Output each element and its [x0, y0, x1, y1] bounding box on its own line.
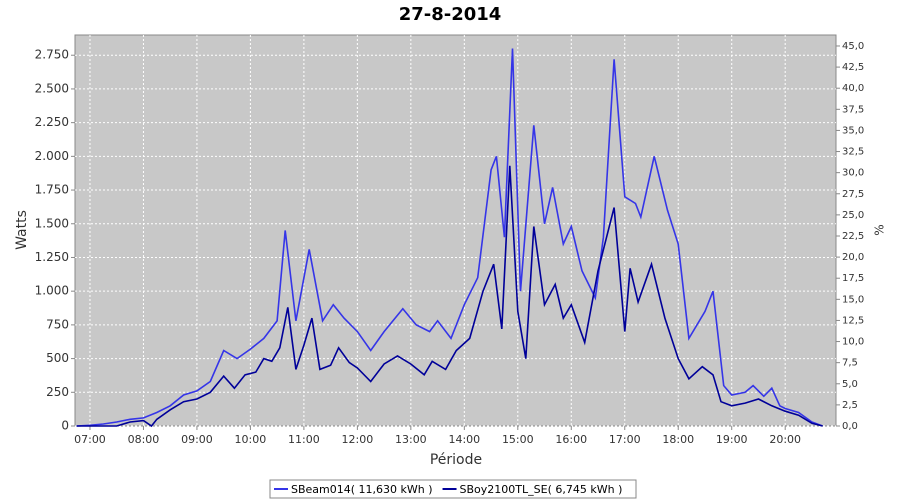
x-axis-label: Période	[430, 452, 482, 468]
y-tick-label: 1.500	[35, 216, 69, 230]
x-tick-label: 11:00	[288, 433, 320, 446]
y2-tick-label: 45,0	[842, 41, 864, 52]
y-tick-label: 2.000	[35, 149, 69, 163]
x-tick-label: 08:00	[128, 433, 160, 446]
legend-label: SBeam014( 11,630 kWh )	[291, 483, 433, 496]
series-line	[76, 48, 823, 427]
x-tick-label: 09:00	[181, 433, 213, 446]
y-tick-label: 2.250	[35, 115, 69, 129]
x-tick-label: 10:00	[235, 433, 267, 446]
y-tick-label: 2.750	[35, 48, 69, 62]
y2-tick-label: 2,5	[842, 400, 858, 411]
y2-tick-label: 32,5	[842, 147, 864, 158]
y2-tick-label: 0,0	[842, 421, 858, 432]
y2-tick-label: 12,5	[842, 315, 864, 326]
x-tick-label: 16:00	[555, 433, 587, 446]
y2-tick-label: 7,5	[842, 358, 858, 369]
x-tick-label: 20:00	[769, 433, 801, 446]
y2-axis-label: %	[873, 224, 887, 235]
y-tick-label: 1.000	[35, 284, 69, 298]
y-tick-label: 750	[46, 317, 69, 331]
y2-tick-label: 15,0	[842, 294, 864, 305]
y-tick-label: 250	[46, 385, 69, 399]
y2-tick-label: 17,5	[842, 273, 864, 284]
x-tick-label: 15:00	[502, 433, 534, 446]
y2-tick-label: 25,0	[842, 210, 864, 221]
x-tick-label: 17:00	[609, 433, 641, 446]
series-line	[76, 165, 823, 428]
y-axis-label: Watts	[14, 210, 30, 250]
x-tick-label: 07:00	[74, 433, 106, 446]
y2-tick-label: 40,0	[842, 83, 864, 94]
y2-tick-label: 27,5	[842, 189, 864, 200]
y-tick-label: 0	[61, 419, 69, 433]
x-tick-label: 12:00	[342, 433, 374, 446]
x-tick-label: 19:00	[716, 433, 748, 446]
y-tick-label: 1.250	[35, 250, 69, 264]
y2-tick-label: 30,0	[842, 168, 864, 179]
x-tick-label: 18:00	[662, 433, 694, 446]
x-tick-label: 14:00	[448, 433, 480, 446]
legend-label: SBoy2100TL_SE( 6,745 kWh )	[460, 483, 623, 496]
x-tick-label: 13:00	[395, 433, 427, 446]
y2-tick-label: 5,0	[842, 379, 858, 390]
chart-title: 27-8-2014	[399, 4, 502, 25]
y2-tick-label: 35,0	[842, 125, 864, 136]
y2-tick-label: 37,5	[842, 104, 864, 115]
y2-tick-label: 10,0	[842, 337, 864, 348]
y-tick-label: 1.750	[35, 183, 69, 197]
y-tick-label: 500	[46, 351, 69, 365]
y2-tick-label: 20,0	[842, 252, 864, 263]
plot-area	[74, 34, 837, 427]
y-tick-label: 2.500	[35, 81, 69, 95]
y2-tick-label: 42,5	[842, 62, 864, 73]
y2-tick-label: 22,5	[842, 231, 864, 242]
